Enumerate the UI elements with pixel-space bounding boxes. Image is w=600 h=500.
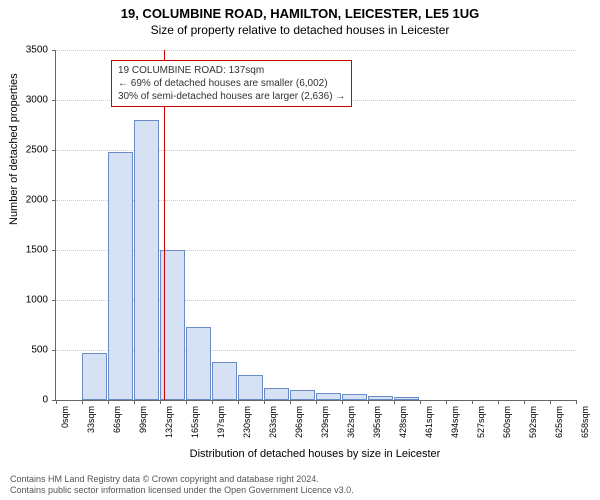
- histogram-bar: [186, 327, 211, 400]
- histogram-bar: [342, 394, 367, 400]
- xtick-label: 625sqm: [554, 406, 564, 438]
- chart-container: 19, COLUMBINE ROAD, HAMILTON, LEICESTER,…: [0, 0, 600, 500]
- ytick-mark: [52, 250, 56, 251]
- xtick-mark: [290, 400, 291, 404]
- xtick-label: 0sqm: [60, 406, 70, 428]
- xtick-mark: [56, 400, 57, 404]
- histogram-bar: [290, 390, 315, 400]
- histogram-bar: [368, 396, 393, 400]
- xtick-mark: [550, 400, 551, 404]
- xtick-label: 263sqm: [268, 406, 278, 438]
- xtick-label: 428sqm: [398, 406, 408, 438]
- footer-line-2: Contains public sector information licen…: [10, 485, 354, 496]
- gridline: [56, 50, 576, 51]
- xtick-mark: [212, 400, 213, 404]
- xtick-label: 99sqm: [138, 406, 148, 433]
- xtick-label: 197sqm: [216, 406, 226, 438]
- xtick-label: 592sqm: [528, 406, 538, 438]
- histogram-bar: [82, 353, 107, 400]
- ytick-label: 500: [8, 345, 48, 356]
- histogram-bar: [264, 388, 289, 400]
- ytick-label: 3000: [8, 95, 48, 106]
- xtick-label: 165sqm: [190, 406, 200, 438]
- xtick-label: 494sqm: [450, 406, 460, 438]
- xtick-mark: [82, 400, 83, 404]
- xtick-mark: [576, 400, 577, 404]
- ytick-mark: [52, 50, 56, 51]
- xtick-label: 527sqm: [476, 406, 486, 438]
- xtick-label: 560sqm: [502, 406, 512, 438]
- x-axis-label: Distribution of detached houses by size …: [55, 448, 575, 460]
- ytick-mark: [52, 350, 56, 351]
- histogram-bar: [108, 152, 133, 400]
- annotation-line: 30% of semi-detached houses are larger (…: [118, 90, 345, 103]
- xtick-mark: [108, 400, 109, 404]
- xtick-label: 33sqm: [86, 406, 96, 433]
- xtick-mark: [368, 400, 369, 404]
- ytick-label: 2500: [8, 145, 48, 156]
- ytick-mark: [52, 300, 56, 301]
- ytick-label: 1000: [8, 295, 48, 306]
- xtick-mark: [342, 400, 343, 404]
- ytick-mark: [52, 200, 56, 201]
- xtick-mark: [186, 400, 187, 404]
- ytick-label: 1500: [8, 245, 48, 256]
- histogram-bar: [238, 375, 263, 400]
- xtick-mark: [472, 400, 473, 404]
- chart-area: 05001000150020002500300035000sqm33sqm66s…: [55, 50, 575, 400]
- xtick-mark: [446, 400, 447, 404]
- xtick-mark: [160, 400, 161, 404]
- ytick-label: 2000: [8, 195, 48, 206]
- annotation-box: 19 COLUMBINE ROAD: 137sqm← 69% of detach…: [111, 60, 352, 107]
- xtick-label: 329sqm: [320, 406, 330, 438]
- xtick-mark: [394, 400, 395, 404]
- histogram-bar: [134, 120, 159, 400]
- annotation-line: 19 COLUMBINE ROAD: 137sqm: [118, 64, 345, 77]
- xtick-label: 132sqm: [164, 406, 174, 438]
- xtick-label: 362sqm: [346, 406, 356, 438]
- chart-subtitle: Size of property relative to detached ho…: [0, 21, 600, 37]
- annotation-line: ← 69% of detached houses are smaller (6,…: [118, 77, 345, 90]
- xtick-label: 66sqm: [112, 406, 122, 433]
- xtick-mark: [316, 400, 317, 404]
- histogram-bar: [394, 397, 419, 400]
- plot-region: 05001000150020002500300035000sqm33sqm66s…: [55, 50, 576, 401]
- xtick-mark: [264, 400, 265, 404]
- footer-attribution: Contains HM Land Registry data © Crown c…: [10, 474, 354, 496]
- xtick-mark: [524, 400, 525, 404]
- xtick-label: 395sqm: [372, 406, 382, 438]
- ytick-label: 0: [8, 395, 48, 406]
- xtick-label: 461sqm: [424, 406, 434, 438]
- footer-line-1: Contains HM Land Registry data © Crown c…: [10, 474, 354, 485]
- xtick-label: 296sqm: [294, 406, 304, 438]
- xtick-label: 658sqm: [580, 406, 590, 438]
- xtick-mark: [498, 400, 499, 404]
- ytick-mark: [52, 100, 56, 101]
- ytick-label: 3500: [8, 45, 48, 56]
- histogram-bar: [212, 362, 237, 400]
- xtick-mark: [238, 400, 239, 404]
- xtick-label: 230sqm: [242, 406, 252, 438]
- histogram-bar: [316, 393, 341, 400]
- ytick-mark: [52, 150, 56, 151]
- xtick-mark: [134, 400, 135, 404]
- xtick-mark: [420, 400, 421, 404]
- chart-title: 19, COLUMBINE ROAD, HAMILTON, LEICESTER,…: [0, 0, 600, 21]
